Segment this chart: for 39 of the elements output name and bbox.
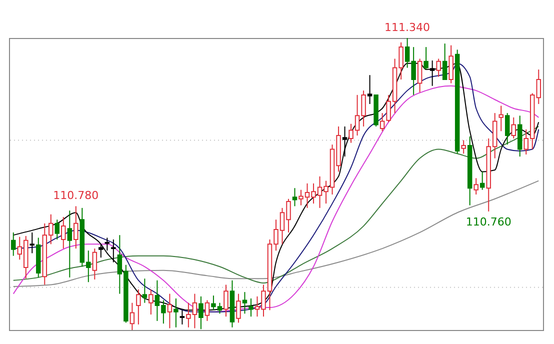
candlestick [224,284,228,318]
candlestick [104,237,110,252]
candlestick [236,293,241,324]
candlestick [442,43,448,80]
candlestick [417,58,422,93]
candlestick [424,46,428,70]
annotation: 110.780 [53,189,99,202]
candlestick [167,293,172,329]
candlestick [436,58,441,78]
candlestick [174,298,178,328]
candlestick [474,178,478,196]
annotation: 110.760 [466,215,512,228]
candlestick [204,300,210,322]
candlestick [136,288,141,325]
candlestick [148,288,154,316]
candlestick [130,302,135,330]
candlestick [242,292,248,314]
candlestick [292,188,298,207]
candlestick [98,244,104,258]
candlestick [92,248,98,280]
candlestick [461,140,466,154]
annotation: 111.340 [384,21,430,34]
candlestick [448,44,454,84]
candlestick [67,210,72,278]
candlestick [74,206,78,250]
candlestick [504,112,510,146]
candlestick [61,216,66,250]
candlestick [30,232,35,254]
candlestick [142,278,148,304]
candlestick [342,126,348,158]
candlestick [367,74,372,104]
candlestick [480,171,485,190]
candlestick [198,296,204,330]
candlestick [248,298,254,318]
candlestick [111,238,116,263]
candlestick [11,232,16,256]
candlestick [54,219,60,240]
candlestick [498,105,504,132]
candlestick [511,116,516,139]
